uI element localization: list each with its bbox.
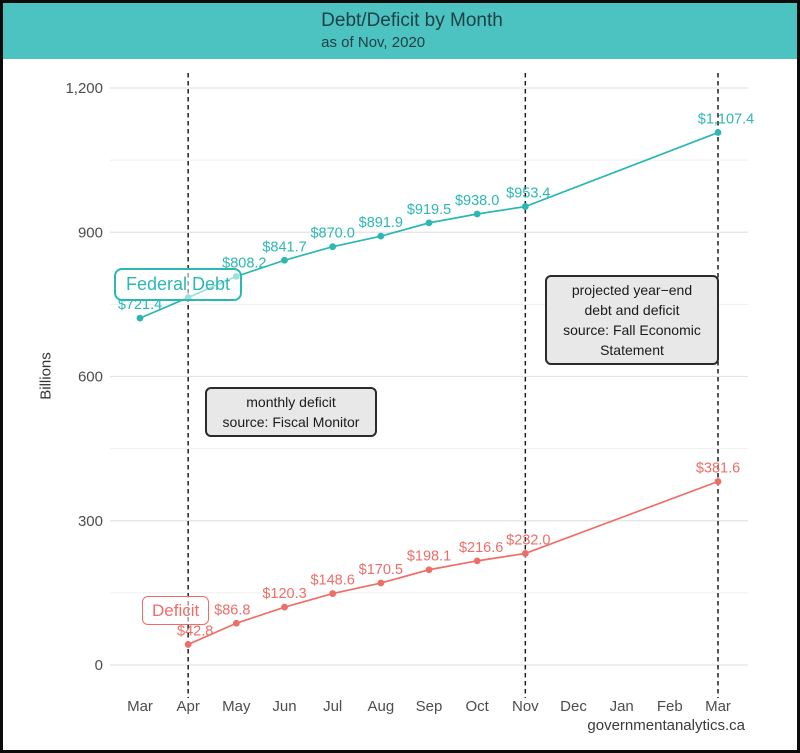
data-point-label: $381.6 [696, 461, 740, 477]
data-point-label: $148.6 [310, 573, 354, 589]
chart-title: Debt/Deficit by Month [321, 10, 503, 31]
y-tick-label: 0 [95, 657, 103, 674]
data-point-label: $86.8 [214, 602, 250, 618]
y-axis-label: Billions [37, 352, 55, 400]
data-point [521, 203, 529, 210]
data-point [281, 256, 288, 264]
monthly-deficit-annotation: monthly deficit source: Fiscal Monitor [205, 387, 377, 437]
data-point [329, 590, 337, 597]
data-point-label: $1,107.4 [698, 112, 754, 128]
data-point [473, 210, 481, 218]
federal-debt-series-label: Federal Debt [114, 268, 243, 301]
y-tick-label: 300 [78, 513, 103, 530]
y-tick-label: 600 [78, 369, 103, 386]
data-point [425, 566, 433, 574]
data-point [377, 579, 385, 587]
data-point-label: $891.9 [359, 215, 403, 231]
x-tick-label: Mar [127, 698, 153, 715]
projected-year-end-annotation: projected year−end debt and deficit sour… [545, 275, 719, 365]
annotation-line: Statement [600, 342, 664, 358]
annotation-line: projected year−end [571, 282, 693, 298]
x-tick-label: Mar [705, 698, 731, 715]
data-point [329, 243, 337, 251]
x-tick-label: Aug [367, 698, 394, 715]
data-point-label: $841.7 [262, 239, 306, 255]
x-tick-label: Apr [176, 698, 199, 715]
data-point-label: $953.4 [506, 186, 550, 202]
x-tick-label: Jan [610, 698, 634, 715]
data-point [521, 550, 529, 557]
data-point [281, 603, 288, 611]
data-point-label: $170.5 [359, 562, 403, 578]
x-tick-label: Jul [323, 698, 342, 715]
data-point-label: $42.8 [177, 623, 213, 639]
data-point [473, 557, 481, 565]
data-point-label: $721.4 [118, 297, 162, 313]
annotation-line: source: Fiscal Monitor [222, 414, 360, 430]
data-point-label: $870.0 [310, 226, 354, 242]
data-point [184, 641, 192, 648]
data-point [714, 129, 722, 136]
series-line-deficit [187, 480, 719, 646]
data-point-label: $232.0 [506, 532, 550, 548]
data-point-label: $198.1 [407, 549, 451, 565]
data-point-label: $919.5 [407, 202, 451, 218]
deficit-series-label: Deficit [142, 596, 210, 625]
x-tick-label: Jun [272, 698, 296, 715]
chart-header: Debt/Deficit by Month as of Nov, 2020 [3, 3, 797, 59]
data-point [136, 314, 144, 322]
watermark: governmentanalytics.ca [587, 717, 745, 734]
y-tick-label: 1,200 [65, 80, 103, 97]
data-point [714, 478, 722, 485]
data-point-label: $938.0 [455, 193, 499, 209]
x-tick-label: Dec [560, 698, 587, 715]
annotation-line: monthly deficit [246, 394, 336, 410]
data-point-label: $808.2 [222, 255, 266, 271]
data-point-label: $216.6 [459, 540, 503, 556]
data-point-label: $120.3 [262, 586, 306, 602]
chart-header-text: Debt/Deficit by Month as of Nov, 2020 [321, 3, 503, 52]
annotation-line: source: Fall Economic [563, 322, 701, 338]
x-tick-label: Oct [465, 698, 489, 715]
x-tick-label: Sep [416, 698, 443, 715]
annotation-line: debt and deficit [584, 302, 680, 318]
x-tick-label: Feb [657, 698, 683, 715]
chart-subtitle: as of Nov, 2020 [321, 34, 426, 51]
x-tick-label: Nov [512, 698, 539, 715]
x-tick-label: May [222, 698, 251, 715]
data-point [377, 232, 385, 240]
data-point [425, 219, 433, 227]
y-tick-label: 900 [78, 224, 103, 241]
data-point [232, 619, 240, 627]
